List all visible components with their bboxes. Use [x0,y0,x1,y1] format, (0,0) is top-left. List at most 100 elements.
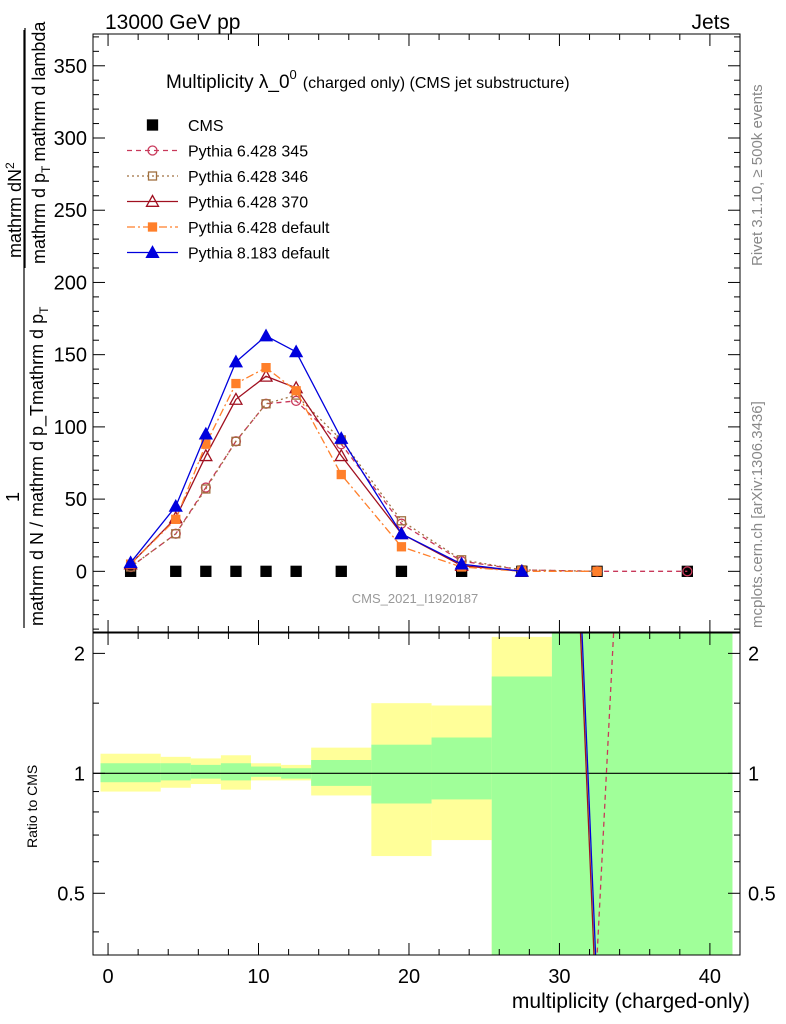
ratio-bands [93,633,740,955]
ratio-y-tick-label: 0.5 [57,883,85,905]
data-point-pythia-6-428-default [592,566,602,576]
ratio-stat-band [491,676,552,955]
y-tick-label: 150 [54,345,87,367]
plot-title: Multiplicity λ_00 (charged only) (CMS jet… [166,67,570,93]
x-tick-label: 10 [247,966,269,988]
category-label: Jets [691,11,730,34]
y-tick-label: 300 [54,128,87,150]
ratio-y-tick-label: 1 [74,763,85,785]
legend-marker-pythia-8-183-default [145,245,160,258]
data-point-pythia-8-183-default [198,426,213,440]
data-point-pythia-8-183-default [514,563,529,577]
plot-title-text: Multiplicity λ_0 [166,72,290,93]
plot-title-sup: 0 [290,67,297,82]
legend-label-cms: CMS [188,118,224,135]
y-tick-label: 50 [65,489,87,511]
legend-marker-pythia-6-428-default [147,222,158,232]
data-point-pythia-6-428-346 [396,516,407,526]
data-point-cms [230,565,242,577]
data-point-pythia-6-428-default [231,378,241,389]
legend-label-pythia-6-428-346: Pythia 6.428 346 [188,169,308,186]
data-point-pythia-6-428-370 [198,448,213,462]
ylabel-one: 1 [3,492,23,502]
mcplots-label: mcplots.cern.ch [arXiv:1306.3436] [749,401,766,628]
data-point-cms [290,565,302,577]
data-point-pythia-6-428-346 [171,529,181,539]
legend-label-pythia-8-183-default: Pythia 8.183 default [188,246,330,263]
data-point-pythia-6-428-346 [231,436,241,446]
legend: CMS Pythia 6.428 345 Pythia 6.428 346 Pythi… [127,118,330,263]
legend-marker-pythia-6-428-345 [147,145,158,156]
ylabel-fraction-bottom-tail: mathrm d lambda [29,21,49,162]
data-point-pythia-8-183-default [334,431,349,444]
data-point-pythia-6-428-346 [201,484,211,494]
series-line-pythia-8-183-default [130,335,522,572]
data-point-pythia-8-183-default [168,498,183,512]
x-axis-label: multiplicity (charged-only) [512,990,750,1013]
data-point-pythia-6-428-370 [228,392,244,405]
legend-marker-cms [146,119,159,131]
data-point-cms [395,565,408,577]
x-tick-label: 20 [398,966,420,988]
main-frame [92,33,741,633]
y-tick-label: 200 [54,272,87,294]
data-point-cms [260,565,272,577]
data-point-pythia-6-428-default [171,514,181,524]
ylabel-denominator-sub: T [37,306,51,314]
ylabel-fraction-top-sup: 2 [3,162,17,169]
x-tick-label: 0 [102,966,113,988]
data-point-pythia-6-428-370 [258,368,274,382]
ylabel-fraction-bottom: mathrm d pTmathrm d lambda [29,21,53,264]
legend-marker-pythia-6-428-346 [147,171,158,181]
legend-label-pythia-6-428-370: Pythia 6.428 370 [188,195,308,212]
data-point-pythia-6-428-default [261,363,271,373]
ylabel-fraction-top-text: mathrm dN [5,169,25,258]
data-point-pythia-6-428-default [291,386,301,396]
ratio-stat-band [551,633,733,955]
ratio-frame [92,632,741,956]
data-point-pythia-6-428-default [336,469,346,480]
data-point-cms [200,565,212,577]
data-point-pythia-8-183-default [228,354,244,368]
data-point-pythia-8-183-default [123,555,138,569]
ratio-stat-band [160,763,191,781]
data-point-cms [170,565,182,577]
y-tick-label: 350 [54,56,87,78]
analysis-watermark: CMS_2021_I1920187 [352,591,479,606]
data-point-pythia-6-428-370 [334,448,349,462]
plot-subtitle: (charged only) (CMS jet substructure) [303,75,570,92]
series-line-pythia-6-428-346 [130,394,598,572]
data-point-cms [335,565,347,577]
data-point-pythia-8-183-default [394,526,409,540]
series-line-pythia-6-428-370 [130,375,522,572]
legend-label-pythia-6-428-345: Pythia 6.428 345 [188,144,308,161]
x-tick-label: 30 [548,966,570,988]
ratio-line-pythia-8-183-default [581,632,597,956]
ratio-y-tick-label-right: 0.5 [748,883,776,905]
data-point-pythia-8-183-default [258,328,274,342]
ratio-stat-band [250,766,282,777]
legend-label-pythia-6-428-default: Pythia 6.428 default [188,220,330,237]
ylabel-fraction-bottom-text: mathrm d p [29,173,49,264]
rivet-version-label: Rivet 3.1.10, ≥ 500k events [749,84,766,266]
ratio-stat-band [190,764,221,779]
ylabel-fraction-bottom-sub: T [39,165,53,173]
ratio-y-tick-label: 2 [74,643,85,665]
legend-marker-pythia-6-428-370 [145,194,160,207]
main-y-axis-label: 1 mathrm d N / mathrm d p_Tmathrm d pT m… [3,21,53,628]
ratio-y-tick-label-right: 1 [748,763,759,785]
ratio-series-layer [579,632,615,956]
main-series-layer [123,328,693,577]
data-point-pythia-6-428-345 [290,395,302,407]
y-tick-label: 250 [54,200,87,222]
data-point-pythia-8-183-default [289,344,304,358]
ratio-y-axis-label: Ratio to CMS [24,765,40,848]
ratio-stat-band [220,763,251,781]
ratio-y-tick-label-right: 2 [748,643,759,665]
ylabel-denominator-text: mathrm d N / mathrm d p_Tmathrm d p [27,314,48,626]
ylabel-fraction-top: mathrm dN2 [3,162,25,258]
ratio-line-pythia-6-428-370 [579,632,595,956]
data-point-pythia-8-183-default [454,556,469,570]
data-point-pythia-6-428-346 [261,399,271,409]
